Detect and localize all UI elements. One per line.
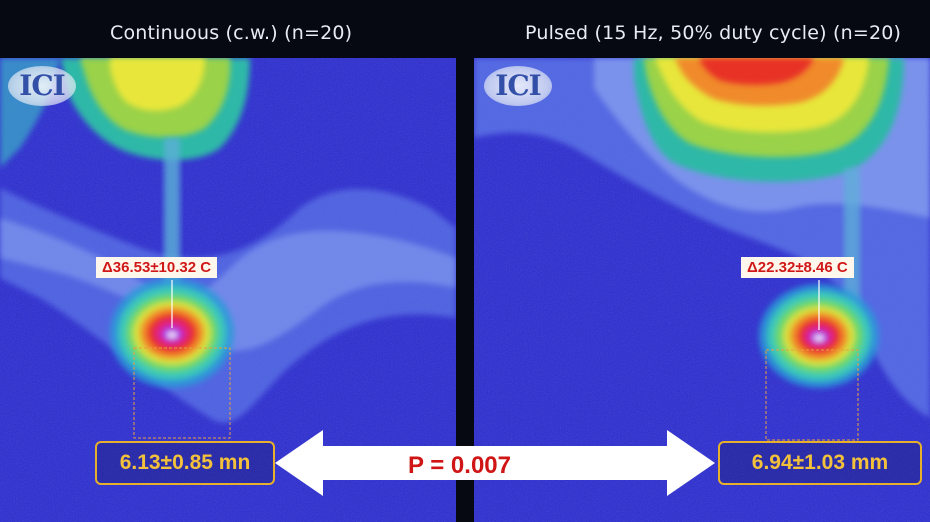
right-temperature-label: Δ22.32±8.46 C	[741, 257, 854, 278]
right-panel-title: Pulsed (15 Hz, 50% duty cycle) (n=20)	[525, 22, 902, 44]
ici-logo-right: ICI	[484, 66, 552, 106]
ici-logo-left: ICI	[8, 66, 76, 106]
double-arrow-icon	[275, 430, 715, 496]
left-measurement-box: 6.13±0.85 mn	[95, 441, 275, 485]
p-value-label: P = 0.007	[408, 452, 511, 479]
left-thermal-image	[0, 58, 456, 522]
right-thermal-image	[474, 58, 930, 522]
left-temperature-label: Δ36.53±10.32 C	[96, 257, 218, 278]
left-panel-title: Continuous (c.w.) (n=20)	[110, 22, 353, 44]
right-measurement-box: 6.94±1.03 mm	[718, 441, 922, 485]
